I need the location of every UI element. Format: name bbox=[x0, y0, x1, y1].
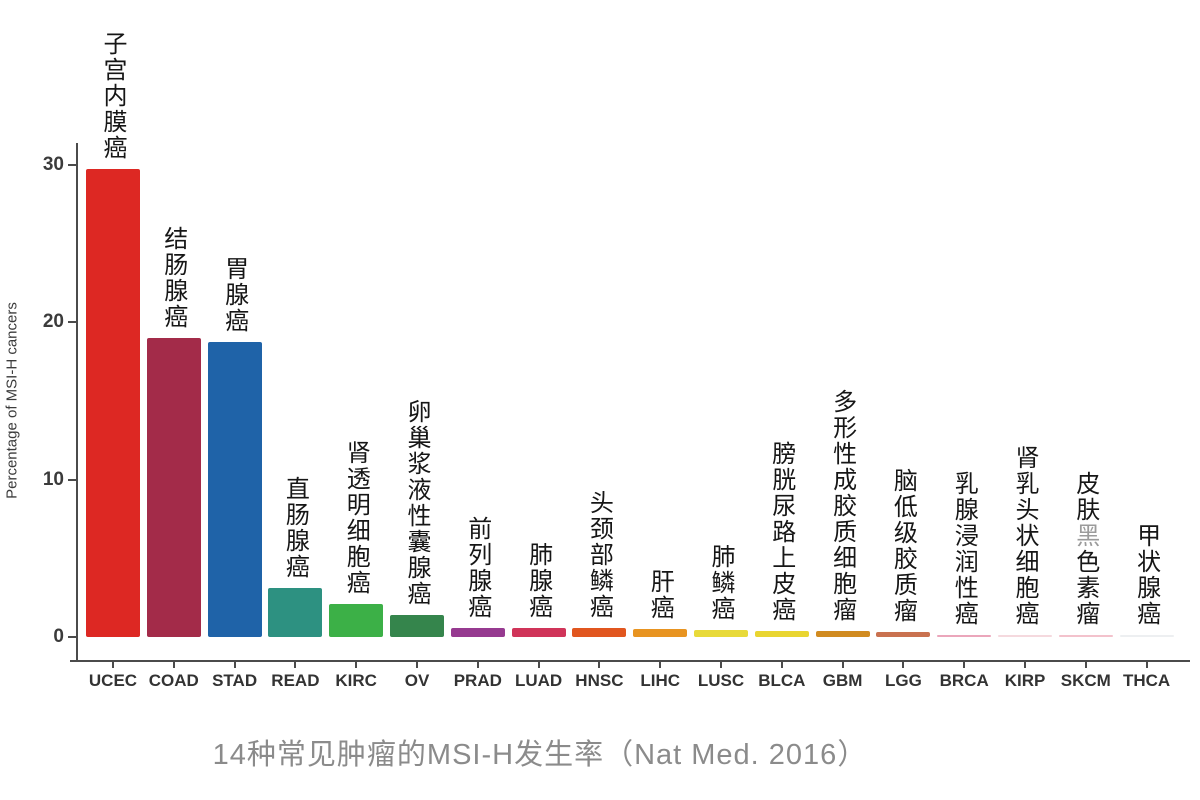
bar-LUAD bbox=[511, 628, 566, 637]
x-tick-label-COAD: COAD bbox=[148, 671, 199, 690]
x-tick-label-OV: OV bbox=[404, 671, 430, 690]
x-axis-tick-KIRC bbox=[355, 662, 358, 668]
x-axis-tick-LUSC bbox=[720, 662, 722, 668]
bar-label-GBM: 多形性成胶质细胞瘤 bbox=[828, 388, 856, 623]
x-axis-tick-BRCA bbox=[963, 662, 966, 668]
bar-label-STAD: 胃腺癌 bbox=[220, 256, 248, 335]
x-axis-tick-COAD bbox=[172, 662, 175, 668]
bar-GBM bbox=[815, 630, 870, 637]
bar-KIRP bbox=[998, 635, 1052, 637]
bar-label-READ: 直肠腺癌 bbox=[281, 476, 309, 581]
bar-LUSC bbox=[694, 629, 748, 637]
bar-label-BRCA: 乳腺浸润性癌 bbox=[950, 470, 978, 627]
bar-KIRC bbox=[329, 603, 384, 637]
bar-label-COAD: 结肠腺癌 bbox=[159, 225, 187, 330]
bar-COAD bbox=[146, 337, 201, 637]
y-tick-label: 30 bbox=[42, 153, 64, 175]
y-axis-title: Percentage of MSI-H cancers bbox=[3, 302, 21, 499]
bar-label-PRAD: 前列腺癌 bbox=[463, 515, 491, 620]
x-axis-tick-PRAD bbox=[476, 662, 479, 668]
x-tick-label-PRAD: PRAD bbox=[453, 671, 502, 690]
x-tick-label-LGG: LGG bbox=[884, 671, 922, 690]
x-axis-tick-LIHC bbox=[659, 662, 662, 668]
x-axis-tick-LUAD bbox=[537, 662, 540, 668]
y-tick-label: 0 bbox=[53, 626, 64, 647]
bar-label-LUSC: 肺鳞癌 bbox=[707, 543, 734, 622]
bar-BRCA bbox=[937, 634, 992, 637]
x-tick-label-STAD: STAD bbox=[212, 671, 258, 690]
x-axis-line bbox=[70, 660, 1190, 662]
bar-READ bbox=[268, 588, 323, 637]
x-tick-label-THCA: THCA bbox=[1122, 671, 1171, 690]
x-axis-tick-THCA bbox=[1145, 662, 1148, 668]
x-axis-tick-OV bbox=[416, 662, 418, 668]
bar-HNSC bbox=[572, 628, 627, 637]
bar-LIHC bbox=[633, 629, 688, 637]
x-axis-tick-UCEC bbox=[112, 662, 114, 668]
x-axis-tick-KIRP bbox=[1024, 662, 1026, 668]
x-tick-label-GBM: GBM bbox=[822, 671, 863, 690]
bar-THCA bbox=[1119, 635, 1174, 637]
x-tick-label-LUAD: LUAD bbox=[514, 671, 563, 690]
bar-label-SKCM: 皮肤黑色素瘤 bbox=[1071, 471, 1099, 627]
x-axis-tick-GBM bbox=[841, 662, 844, 668]
x-tick-label-KIRC: KIRC bbox=[335, 671, 377, 690]
bar-SKCM bbox=[1058, 635, 1113, 637]
y-axis-tick bbox=[68, 321, 76, 323]
chart-caption: 14种常见肿瘤的MSI-H发生率（Nat Med. 2016） bbox=[212, 739, 868, 771]
x-axis-tick-LGG bbox=[902, 662, 905, 668]
bar-label-KIRC: 肾透明细胞癌 bbox=[342, 439, 370, 596]
bar-label-KIRP: 肾乳头状细胞癌 bbox=[1011, 445, 1038, 627]
bar-label-LUAD: 肺腺癌 bbox=[524, 542, 552, 621]
x-tick-label-KIRP: KIRP bbox=[1004, 671, 1046, 690]
bar-label-HNSC: 头颈部鳞癌 bbox=[585, 490, 613, 621]
y-axis-tick bbox=[68, 636, 76, 638]
bar-label-LIHC: 肝癌 bbox=[646, 569, 674, 622]
x-tick-label-BLCA: BLCA bbox=[758, 671, 806, 690]
bar-label-LGG: 脑低级胶质瘤 bbox=[889, 468, 917, 625]
x-tick-label-SKCM: SKCM bbox=[1060, 671, 1111, 690]
x-tick-label-LIHC: LIHC bbox=[640, 671, 681, 690]
y-tick-label: 10 bbox=[42, 468, 64, 490]
x-tick-label-HNSC: HNSC bbox=[575, 671, 624, 690]
y-axis-line bbox=[76, 143, 78, 662]
x-axis-tick-SKCM bbox=[1084, 662, 1087, 668]
bar-label-UCEC: 子宫内膜癌 bbox=[99, 31, 126, 162]
bar-OV bbox=[390, 614, 444, 637]
bar-STAD bbox=[207, 342, 262, 637]
bar-label-BLCA: 膀胱尿路上皮癌 bbox=[767, 440, 795, 623]
bar-BLCA bbox=[754, 630, 809, 637]
x-axis-tick-BLCA bbox=[780, 662, 783, 668]
y-axis-tick bbox=[68, 163, 76, 166]
bar-label-OV: 卵巢浆液性囊腺癌 bbox=[403, 398, 430, 607]
y-tick-label: 20 bbox=[42, 311, 64, 332]
bar-label-THCA: 甲状腺癌 bbox=[1132, 523, 1160, 627]
bar-PRAD bbox=[450, 627, 505, 637]
bar-LGG bbox=[876, 632, 931, 637]
y-axis-tick bbox=[68, 478, 76, 481]
x-tick-label-READ: READ bbox=[271, 671, 320, 690]
x-axis-tick-HNSC bbox=[598, 662, 601, 668]
x-tick-label-UCEC: UCEC bbox=[88, 671, 138, 690]
x-axis-tick-READ bbox=[294, 662, 297, 668]
x-tick-label-BRCA: BRCA bbox=[939, 671, 989, 690]
bar-UCEC bbox=[86, 169, 140, 637]
x-axis-tick-STAD bbox=[233, 662, 236, 668]
x-tick-label-LUSC: LUSC bbox=[697, 671, 745, 690]
